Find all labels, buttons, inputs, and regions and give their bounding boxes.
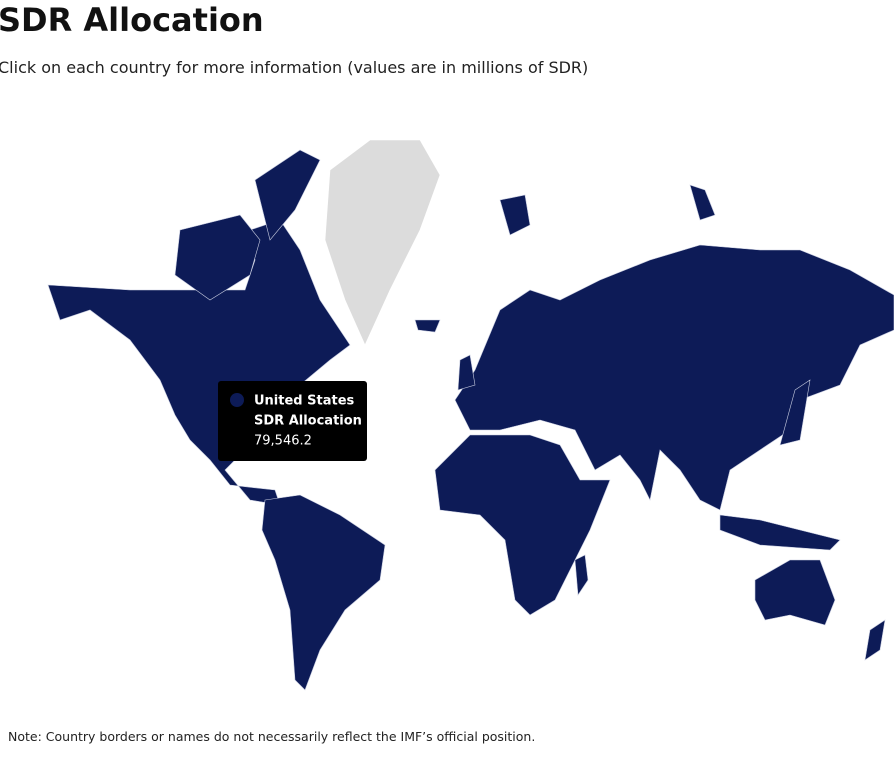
country[interactable] [254,149,321,241]
country[interactable] [414,319,441,333]
tooltip-box [218,381,367,461]
country[interactable] [434,434,611,616]
note: Note: Country borders or names do not ne… [8,729,536,744]
tooltip-label: SDR Allocation [254,414,362,429]
countries [47,139,894,691]
tooltip-swatch [230,393,244,407]
tooltip-country: United States [254,394,355,409]
country[interactable] [754,559,836,626]
greenland[interactable] [324,139,441,346]
country[interactable] [864,619,886,661]
country[interactable] [457,354,476,391]
country[interactable] [574,554,589,596]
country[interactable] [779,379,811,446]
tooltip: United States SDR Allocation 79,546.2 [218,381,367,461]
tooltip-value: 79,546.2 [254,434,312,449]
country[interactable] [261,494,386,691]
country[interactable] [719,514,841,551]
title: SDR Allocation [0,1,264,39]
country[interactable] [499,194,531,236]
subtitle: Click on each country for more informati… [0,58,589,77]
country[interactable] [689,184,716,221]
country[interactable] [174,214,261,301]
